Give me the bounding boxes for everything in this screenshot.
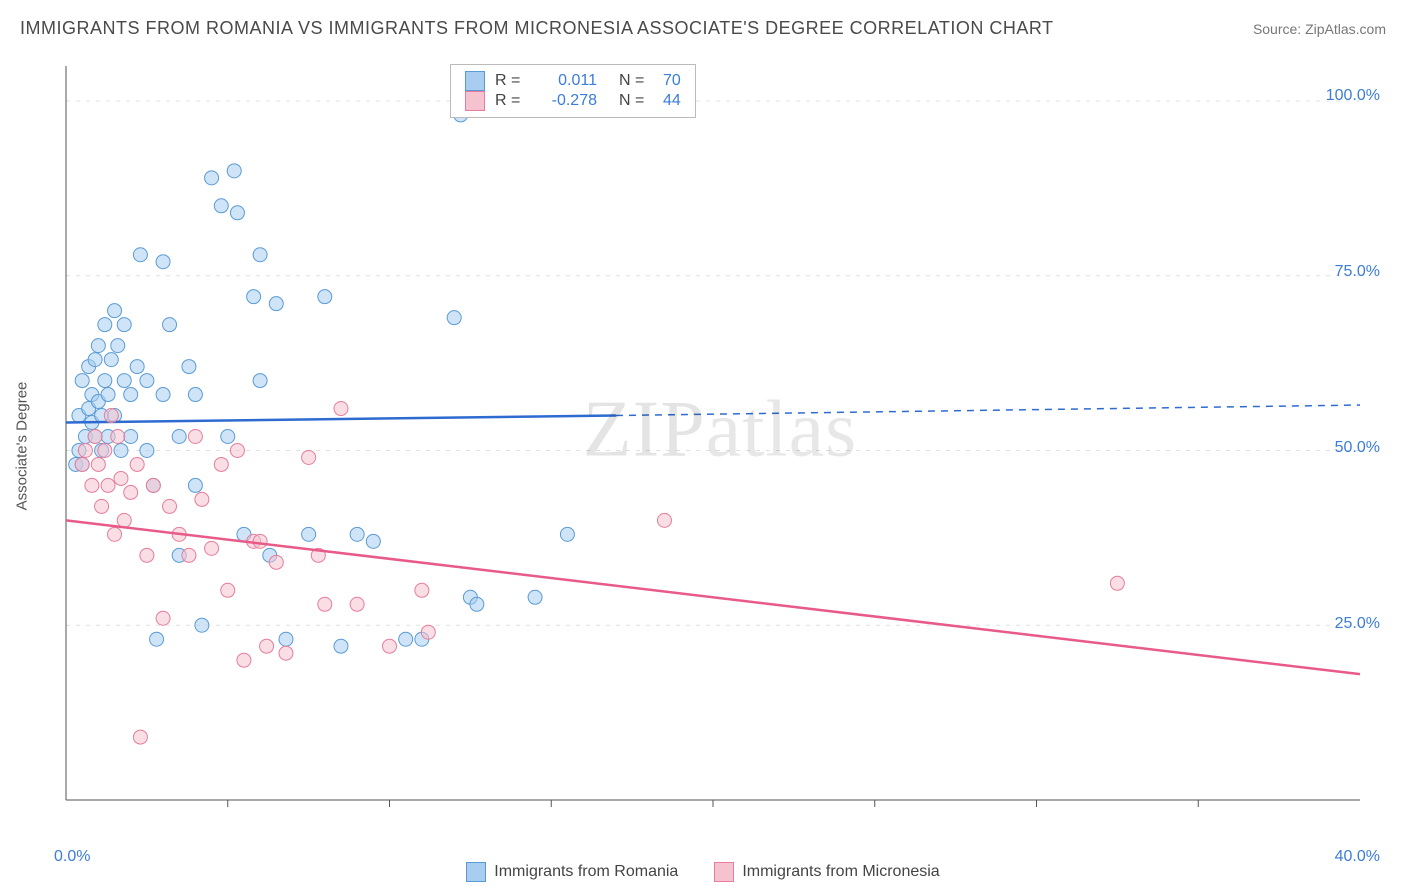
stats-legend-row: R = 0.011 N = 70 <box>465 71 681 91</box>
source-label: Source: ZipAtlas.com <box>1253 21 1386 37</box>
chart-area: ZIPatlas R =0.011N =70R =-0.278N =44 <box>60 60 1380 830</box>
chart-container: IMMIGRANTS FROM ROMANIA VS IMMIGRANTS FR… <box>0 0 1406 892</box>
legend-item-series2: Immigrants from Micronesia <box>714 862 939 882</box>
legend-swatch-series2 <box>714 862 734 882</box>
y-tick-label: 75.0% <box>1335 263 1380 281</box>
stats-legend: R = 0.011 N = 70 R = -0.278 N = 44 <box>450 64 696 118</box>
bottom-legend: Immigrants from Romania Immigrants from … <box>0 862 1406 882</box>
y-tick-label: 25.0% <box>1335 615 1380 633</box>
stats-n-label: N = <box>619 72 653 90</box>
legend-item-series1: Immigrants from Romania <box>466 862 678 882</box>
y-tick-label: 50.0% <box>1335 439 1380 457</box>
y-tick-label: 100.0% <box>1326 87 1380 105</box>
legend-label-series1: Immigrants from Romania <box>494 863 678 881</box>
stats-r-value: 0.011 <box>537 72 597 90</box>
stats-r-label: R = <box>495 92 527 110</box>
stats-swatch <box>465 91 485 111</box>
stats-n-value: 70 <box>663 72 681 90</box>
chart-title: IMMIGRANTS FROM ROMANIA VS IMMIGRANTS FR… <box>20 18 1054 39</box>
y-axis-label: Associate's Degree <box>14 382 31 511</box>
stats-r-label: R = <box>495 72 527 90</box>
legend-swatch-series1 <box>466 862 486 882</box>
stats-swatch <box>465 71 485 91</box>
chart-svg <box>60 60 1380 830</box>
stats-r-value: -0.278 <box>537 92 597 110</box>
stats-n-value: 44 <box>663 92 681 110</box>
stats-n-label: N = <box>619 92 653 110</box>
title-bar: IMMIGRANTS FROM ROMANIA VS IMMIGRANTS FR… <box>20 18 1386 39</box>
stats-legend-row: R = -0.278 N = 44 <box>465 91 681 111</box>
legend-label-series2: Immigrants from Micronesia <box>742 863 939 881</box>
